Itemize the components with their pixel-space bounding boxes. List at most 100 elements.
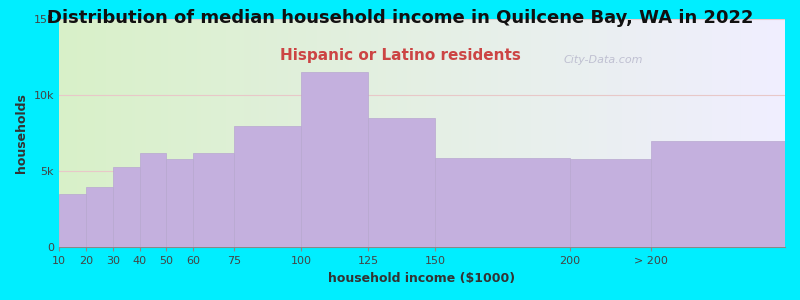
Bar [194, 153, 234, 248]
Bar [157, 19, 161, 248]
Bar [146, 19, 150, 248]
Bar [629, 19, 633, 248]
Bar [752, 19, 756, 248]
Bar [546, 19, 549, 248]
Bar [291, 19, 295, 248]
Bar [338, 19, 342, 248]
Bar [233, 19, 237, 248]
Bar [430, 19, 433, 248]
Text: Distribution of median household income in Quilcene Bay, WA in 2022: Distribution of median household income … [46, 9, 754, 27]
Bar [135, 19, 138, 248]
Bar [774, 19, 778, 248]
Bar [324, 19, 327, 248]
Bar [650, 19, 654, 248]
Bar [288, 19, 291, 248]
Bar [650, 141, 785, 248]
Bar [749, 19, 752, 248]
Bar [702, 19, 705, 248]
Bar [418, 19, 422, 248]
Bar [491, 19, 494, 248]
Bar [251, 19, 255, 248]
Bar [767, 19, 770, 248]
Bar [218, 19, 222, 248]
Bar [86, 187, 113, 247]
Bar [444, 19, 447, 248]
Bar [194, 19, 197, 248]
Bar [99, 19, 102, 248]
Bar [121, 19, 124, 248]
Bar [70, 19, 74, 248]
Bar [364, 19, 367, 248]
Bar [226, 19, 230, 248]
Bar [386, 19, 390, 248]
Bar [91, 19, 95, 248]
Bar [610, 19, 614, 248]
Bar [215, 19, 218, 248]
Bar [756, 19, 759, 248]
Bar [676, 19, 680, 248]
Bar [241, 19, 244, 248]
Text: Hispanic or Latino residents: Hispanic or Latino residents [279, 48, 521, 63]
Bar [142, 19, 146, 248]
Bar [320, 19, 324, 248]
Bar [589, 19, 593, 248]
Bar [534, 19, 538, 248]
Bar [178, 19, 182, 248]
Bar [74, 19, 77, 248]
Bar [647, 19, 650, 248]
Bar [110, 19, 114, 248]
Bar [66, 19, 70, 248]
Bar [248, 19, 251, 248]
Bar [509, 19, 513, 248]
Bar [302, 19, 306, 248]
Bar [357, 19, 360, 248]
Bar [618, 19, 622, 248]
Bar [477, 19, 480, 248]
Bar [658, 19, 662, 248]
Bar [524, 19, 527, 248]
Bar [404, 19, 407, 248]
Bar [662, 19, 665, 248]
Bar [280, 19, 284, 248]
Bar [186, 19, 190, 248]
Bar [62, 19, 66, 248]
Bar [502, 19, 506, 248]
Bar [673, 19, 676, 248]
Bar [327, 19, 331, 248]
Bar [407, 19, 411, 248]
Bar [117, 19, 121, 248]
Bar [759, 19, 763, 248]
Bar [694, 19, 698, 248]
Bar [487, 19, 491, 248]
Bar [506, 19, 509, 248]
Bar [138, 19, 142, 248]
Bar [567, 19, 571, 248]
Bar [770, 19, 774, 248]
Bar [622, 19, 626, 248]
Bar [374, 19, 378, 248]
Bar [469, 19, 473, 248]
Bar [237, 19, 241, 248]
Bar [258, 19, 262, 248]
Bar [433, 19, 437, 248]
Bar [516, 19, 520, 248]
Bar [709, 19, 712, 248]
Bar [306, 19, 310, 248]
Bar [603, 19, 607, 248]
Bar [454, 19, 458, 248]
Bar [480, 19, 484, 248]
Bar [298, 19, 302, 248]
Bar [393, 19, 397, 248]
Bar [582, 19, 586, 248]
Bar [520, 19, 524, 248]
Bar [742, 19, 745, 248]
Bar [230, 19, 233, 248]
Bar [368, 118, 435, 248]
Bar [527, 19, 531, 248]
Bar [556, 19, 560, 248]
Bar [498, 19, 502, 248]
Bar [723, 19, 727, 248]
Bar [451, 19, 454, 248]
Bar [106, 19, 110, 248]
Bar [222, 19, 226, 248]
